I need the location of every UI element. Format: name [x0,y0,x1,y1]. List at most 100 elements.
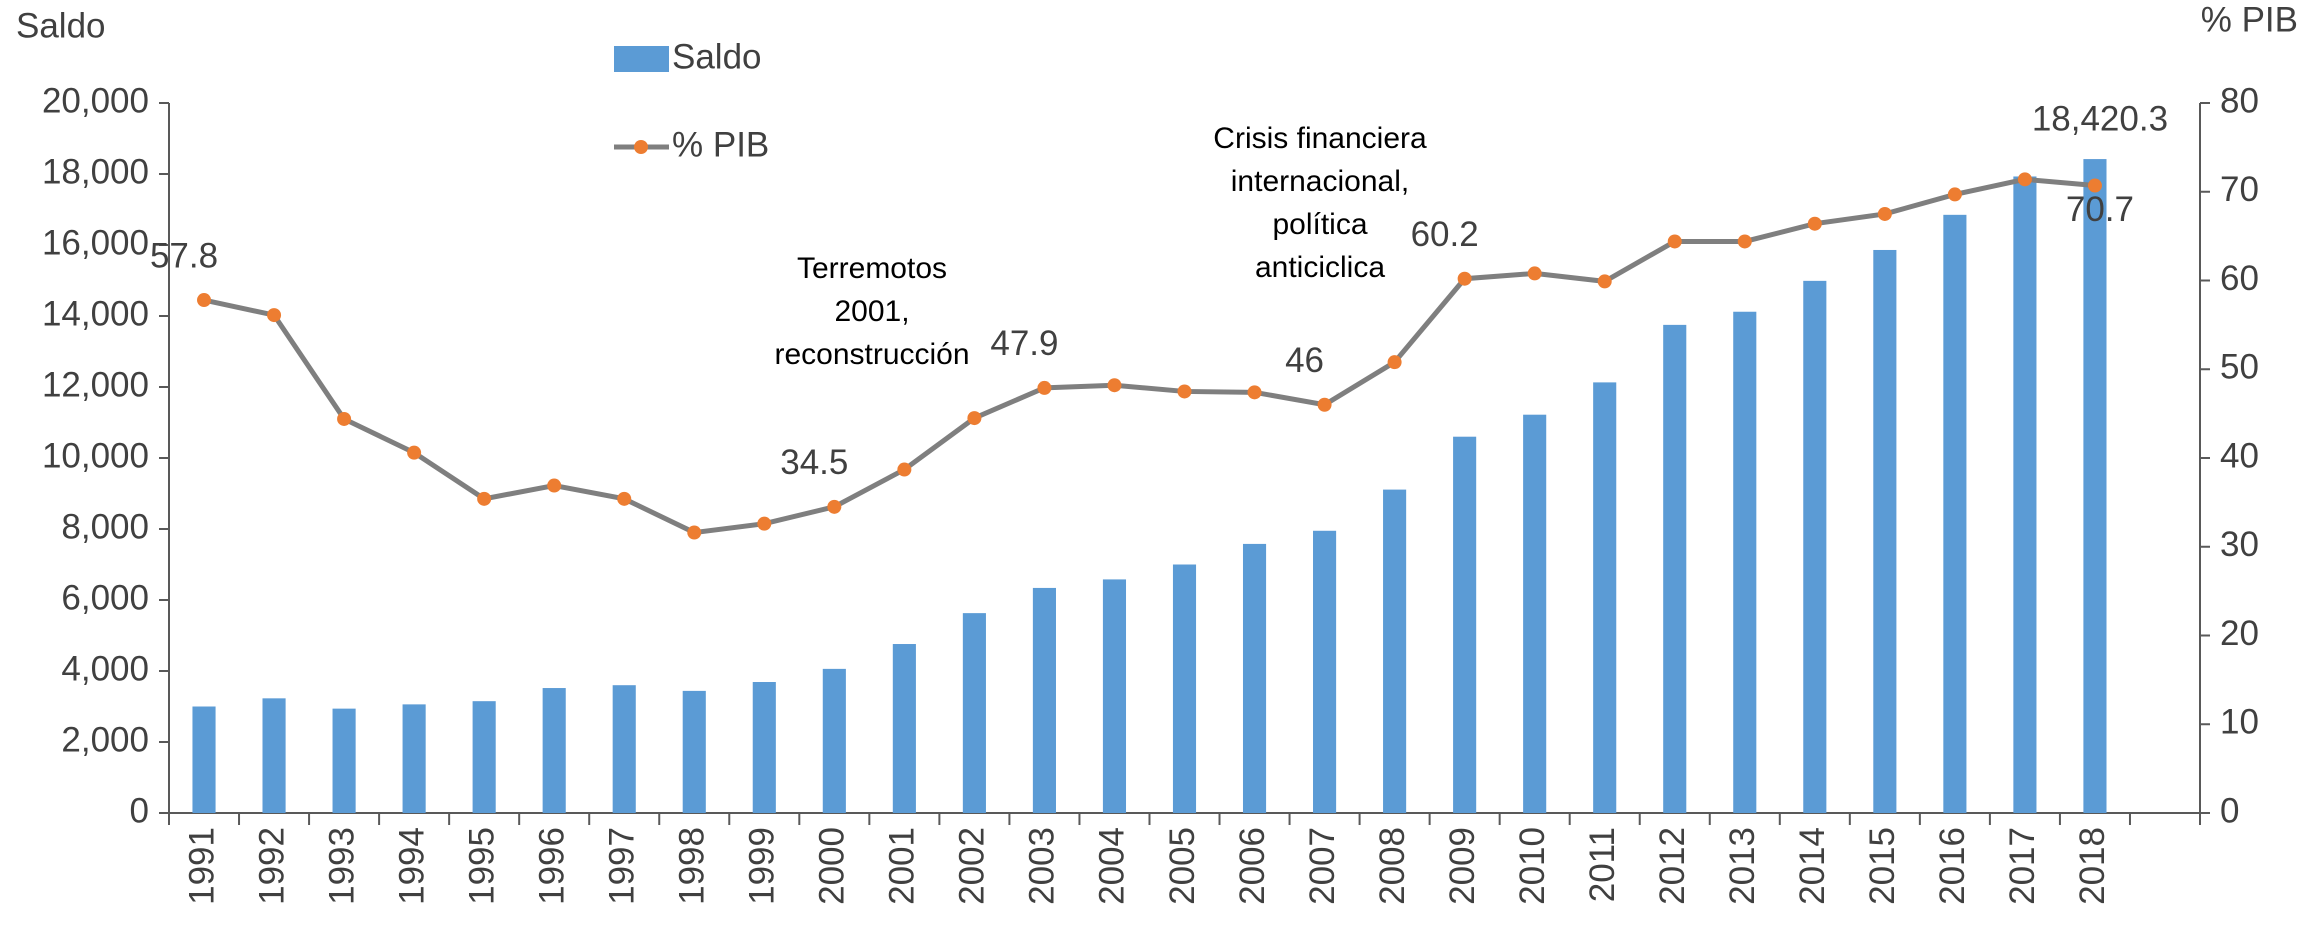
line-marker [617,491,632,506]
line-marker [2087,178,2102,193]
x-tick-label: 2005 [1163,827,1202,905]
y2-tick-label: 0 [2220,791,2239,830]
y2-tick-label: 70 [2220,170,2259,209]
x-tick-label: 1996 [532,827,571,905]
bar [892,644,916,813]
line-marker [1877,206,1892,221]
y-tick-label: 2,000 [61,720,149,759]
line-marker [337,411,352,426]
x-tick-label: 2002 [953,827,992,905]
bar [192,706,216,813]
bar [1873,249,1897,814]
annotation-line: Crisis financiera [1213,122,1427,155]
bar [1313,530,1337,813]
y-tick-label: 8,000 [61,507,149,546]
line-marker [1737,234,1752,249]
y-axis-title: Saldo [16,6,106,45]
y-tick-label: 18,000 [42,152,149,191]
line-marker [1037,380,1052,395]
line-marker [1527,266,1542,281]
line-marker [407,445,422,460]
line-marker [477,491,492,506]
x-tick-label: 2011 [1583,827,1622,902]
line-marker [687,525,702,540]
bar [402,704,426,813]
x-tick-label: 2007 [1303,827,1342,905]
x-tick-label: 2013 [1723,827,1762,905]
x-tick-label: 2012 [1653,827,1692,905]
line-marker [757,516,772,531]
x-tick-label: 2010 [1513,827,1552,905]
line-marker [197,293,212,308]
line-marker [1597,274,1612,289]
bar [1032,587,1056,813]
y-tick-label: 10,000 [42,436,149,475]
bar [2013,176,2037,814]
y-tick-label: 16,000 [42,223,149,262]
x-tick-label: 2014 [1793,827,1832,905]
x-tick-label: 1994 [392,827,431,905]
y2-tick-label: 30 [2220,525,2259,564]
y2-tick-label: 10 [2220,703,2259,742]
line-value-label: 46 [1285,341,1324,380]
y-tick-label: 14,000 [42,294,149,333]
bar [1943,214,1967,813]
x-tick-label: 1995 [462,827,501,905]
line-marker [1947,187,1962,202]
bar-value-label: 18,420.3 [2032,99,2168,138]
x-tick-label: 1999 [743,827,782,905]
line-marker [1807,216,1822,231]
x-tick-label: 1997 [602,827,641,905]
x-tick-label: 2008 [1373,827,1412,905]
y-tick-label: 20,000 [42,81,149,120]
line-marker [1107,378,1122,393]
bar [1102,579,1127,813]
x-tick-label: 2004 [1093,827,1132,905]
x-tick-label: 1991 [182,827,221,905]
annotation-line: Terremotos [797,252,947,285]
x-tick-label: 2009 [1443,827,1482,905]
y-tick-label: 12,000 [42,365,149,404]
x-tick-label: 2018 [2073,827,2112,905]
x-tick-label: 2016 [1933,827,1972,905]
line-value-label: 70.7 [2066,190,2134,229]
bar [262,698,286,813]
legend-label: Saldo [672,37,762,76]
x-tick-label: 1993 [322,827,361,905]
legend-label: % PIB [672,125,769,164]
bar [1383,489,1407,813]
line-marker [547,478,562,493]
x-tick-label: 2015 [1863,827,1902,905]
x-tick-label: 2003 [1023,827,1062,905]
line-marker [1317,397,1332,412]
annotation-line: internacional, [1231,165,1409,198]
x-tick-label: 2000 [813,827,852,905]
bar [822,668,846,813]
y2-tick-label: 20 [2220,614,2259,653]
line-value-label: 60.2 [1411,215,1479,254]
x-tick-label: 1998 [673,827,712,905]
annotation-line: 2001, [834,295,909,328]
y2-tick-label: 80 [2220,81,2259,120]
bar [1663,324,1687,813]
x-tick-label: 2001 [883,827,922,905]
line-value-label: 34.5 [780,443,848,482]
line-marker [1247,385,1262,400]
line-marker [2017,172,2032,187]
y2-tick-label: 50 [2220,348,2259,387]
line-marker [897,462,912,477]
bar [1172,564,1197,813]
line-marker [267,308,282,323]
legend-swatch [614,46,669,72]
y-tick-label: 4,000 [61,649,149,688]
bar [2083,159,2107,813]
bar [332,708,356,813]
annotation-line: política [1272,208,1367,241]
x-tick-label: 2017 [2003,827,2042,905]
annotation: Crisis financiera internacional, política a… [1213,122,1427,284]
bar [1453,436,1477,813]
bar [962,613,986,813]
y-tick-label: 0 [130,791,149,830]
line-marker [827,499,842,514]
x-tick-label: 2006 [1233,827,1272,905]
